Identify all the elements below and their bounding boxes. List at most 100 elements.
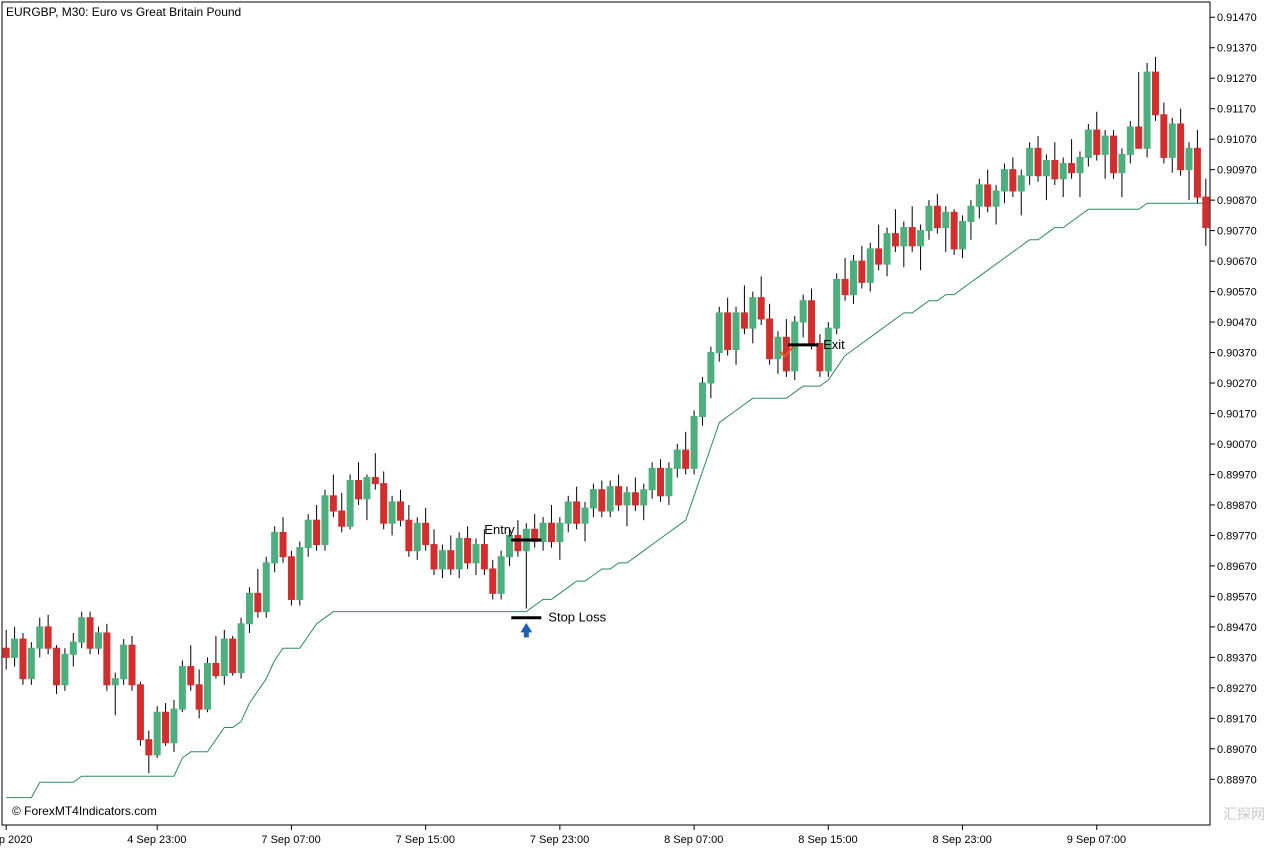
y-tick-label: 0.91470 bbox=[1217, 12, 1257, 24]
candle bbox=[381, 484, 387, 524]
candle bbox=[146, 740, 152, 755]
candle bbox=[1178, 124, 1184, 170]
candle bbox=[968, 206, 974, 221]
candle bbox=[414, 523, 420, 550]
candle bbox=[456, 538, 462, 568]
candle bbox=[557, 523, 563, 541]
y-tick-label: 0.89970 bbox=[1217, 469, 1257, 481]
candle bbox=[758, 298, 764, 319]
chart-container[interactable]: 0.889700.890700.891700.892700.893700.894… bbox=[0, 0, 1275, 848]
y-tick-label: 0.90070 bbox=[1217, 439, 1257, 451]
candle bbox=[515, 535, 521, 550]
candle bbox=[616, 487, 622, 505]
candle bbox=[708, 353, 714, 383]
candle bbox=[632, 493, 638, 505]
candle bbox=[850, 261, 856, 295]
candle bbox=[901, 228, 907, 246]
candle bbox=[389, 502, 395, 523]
candle bbox=[565, 502, 571, 523]
candle bbox=[364, 478, 370, 499]
candle bbox=[767, 319, 773, 359]
y-tick-label: 0.90270 bbox=[1217, 378, 1257, 390]
candle bbox=[179, 666, 185, 709]
candle bbox=[1035, 148, 1041, 175]
candle bbox=[1136, 127, 1142, 148]
y-tick-label: 0.90870 bbox=[1217, 195, 1257, 207]
y-tick-label: 0.91370 bbox=[1217, 43, 1257, 55]
y-tick-label: 0.89070 bbox=[1217, 744, 1257, 756]
candle bbox=[62, 654, 68, 684]
x-tick-label: 7 Sep 23:00 bbox=[530, 834, 589, 846]
candle bbox=[574, 502, 580, 523]
candle bbox=[993, 191, 999, 206]
candle bbox=[45, 627, 51, 648]
candle bbox=[1018, 176, 1024, 191]
y-tick-label: 0.91170 bbox=[1217, 104, 1256, 116]
candle bbox=[137, 685, 143, 740]
candle bbox=[1111, 136, 1117, 173]
y-tick-label: 0.90170 bbox=[1217, 409, 1257, 421]
y-tick-label: 0.90470 bbox=[1217, 317, 1257, 329]
candle bbox=[716, 313, 722, 353]
candle bbox=[699, 383, 705, 417]
copyright-label: © ForexMT4Indicators.com bbox=[12, 804, 157, 818]
candle bbox=[607, 487, 613, 511]
annotation-label: Stop Loss bbox=[548, 610, 606, 625]
candle bbox=[238, 624, 244, 673]
candle bbox=[28, 648, 34, 678]
candle bbox=[582, 508, 588, 523]
candle bbox=[305, 520, 311, 547]
candle bbox=[943, 212, 949, 227]
x-tick-label: 8 Sep 15:00 bbox=[798, 834, 857, 846]
candle bbox=[221, 639, 227, 676]
y-tick-label: 0.89770 bbox=[1217, 530, 1257, 542]
candle bbox=[129, 645, 135, 685]
candle bbox=[3, 648, 9, 657]
candle bbox=[104, 633, 110, 685]
candle bbox=[188, 666, 194, 684]
y-tick-label: 0.89570 bbox=[1217, 591, 1257, 603]
candle bbox=[867, 249, 873, 283]
candle bbox=[314, 520, 320, 544]
candle bbox=[448, 551, 454, 569]
y-tick-label: 0.91270 bbox=[1217, 73, 1257, 85]
candle bbox=[87, 618, 93, 648]
candle bbox=[1152, 72, 1158, 115]
candle bbox=[397, 502, 403, 520]
candle bbox=[37, 627, 43, 648]
candle bbox=[12, 639, 18, 657]
candle bbox=[297, 548, 303, 600]
candle bbox=[1161, 115, 1167, 158]
candle bbox=[1102, 136, 1108, 154]
candle bbox=[834, 279, 840, 328]
candle bbox=[1085, 130, 1091, 157]
x-tick-label: 4 Sep 2020 bbox=[0, 834, 32, 846]
candle bbox=[1001, 170, 1007, 191]
candle bbox=[1069, 164, 1075, 173]
candle bbox=[1077, 157, 1083, 172]
annotation-label: Exit bbox=[823, 337, 845, 352]
candle bbox=[909, 228, 915, 246]
candle bbox=[431, 545, 437, 569]
candle bbox=[213, 663, 219, 675]
candle bbox=[590, 490, 596, 508]
candle bbox=[775, 337, 781, 358]
candle bbox=[272, 532, 278, 562]
candle bbox=[347, 481, 353, 527]
candle bbox=[1169, 124, 1175, 158]
candle bbox=[750, 298, 756, 328]
candle bbox=[1186, 148, 1192, 169]
candle bbox=[683, 450, 689, 468]
candle bbox=[649, 468, 655, 489]
candle bbox=[112, 679, 118, 685]
candle bbox=[817, 343, 823, 370]
candle bbox=[79, 618, 85, 642]
candle bbox=[976, 185, 982, 206]
candle bbox=[859, 261, 865, 282]
candle bbox=[20, 639, 26, 679]
candle bbox=[1043, 161, 1049, 176]
x-tick-label: 4 Sep 23:00 bbox=[127, 834, 186, 846]
candle bbox=[884, 234, 890, 264]
candle bbox=[666, 468, 672, 495]
candlestick-chart[interactable]: 0.889700.890700.891700.892700.893700.894… bbox=[0, 0, 1275, 848]
